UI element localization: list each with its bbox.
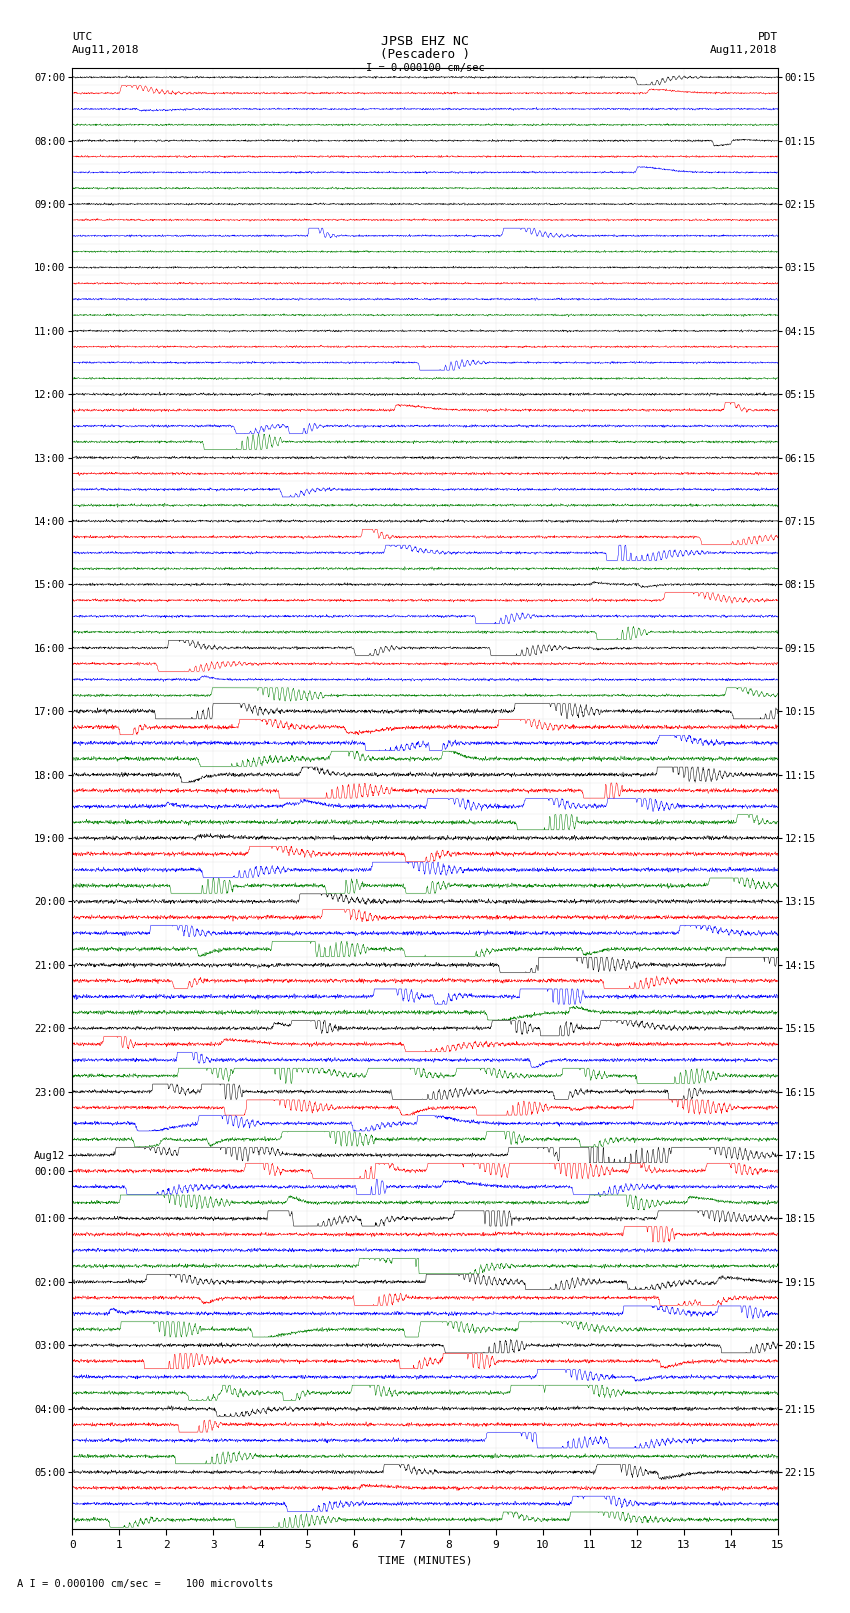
Text: Aug11,2018: Aug11,2018 bbox=[711, 45, 778, 55]
Text: (Pescadero ): (Pescadero ) bbox=[380, 48, 470, 61]
X-axis label: TIME (MINUTES): TIME (MINUTES) bbox=[377, 1555, 473, 1565]
Text: Aug11,2018: Aug11,2018 bbox=[72, 45, 139, 55]
Text: A I = 0.000100 cm/sec =    100 microvolts: A I = 0.000100 cm/sec = 100 microvolts bbox=[17, 1579, 273, 1589]
Text: UTC: UTC bbox=[72, 32, 93, 42]
Text: JPSB EHZ NC: JPSB EHZ NC bbox=[381, 35, 469, 48]
Text: I = 0.000100 cm/sec: I = 0.000100 cm/sec bbox=[366, 63, 484, 73]
Text: PDT: PDT bbox=[757, 32, 778, 42]
